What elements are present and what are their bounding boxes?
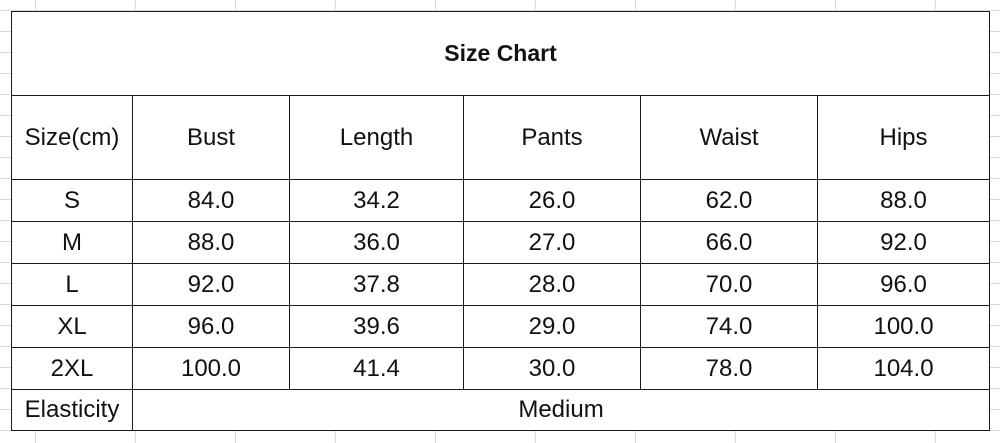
waist-cell: 74.0	[640, 305, 818, 348]
bust-cell: 100.0	[132, 347, 290, 390]
table-title: Size Chart	[10, 11, 991, 96]
table-row: 2XL 100.0 41.4 30.0 78.0 104.0	[11, 347, 991, 390]
header-waist: Waist	[640, 95, 818, 180]
elasticity-row: Elasticity Medium	[11, 389, 991, 431]
size-cell: M	[11, 221, 133, 264]
header-size: Size(cm)	[11, 95, 133, 180]
header-hips: Hips	[816, 95, 991, 180]
bust-cell: 88.0	[132, 221, 290, 264]
waist-cell: 78.0	[640, 347, 818, 390]
table-row: L 92.0 37.8 28.0 70.0 96.0	[11, 263, 991, 306]
length-cell: 39.6	[289, 305, 464, 348]
elasticity-value: Medium	[131, 389, 991, 431]
waist-cell: 62.0	[640, 179, 818, 222]
table-row: M 88.0 36.0 27.0 66.0 92.0	[11, 221, 991, 264]
length-cell: 41.4	[289, 347, 464, 390]
title-row: Size Chart	[10, 11, 991, 96]
waist-cell: 70.0	[640, 263, 818, 306]
hips-cell: 104.0	[816, 347, 991, 390]
size-cell: L	[11, 263, 133, 306]
waist-cell: 66.0	[640, 221, 818, 264]
hips-cell: 96.0	[816, 263, 991, 306]
pants-cell: 29.0	[463, 305, 641, 348]
pants-cell: 27.0	[463, 221, 641, 264]
header-row: Size(cm) Bust Length Pants Waist Hips	[11, 95, 991, 180]
size-cell: 2XL	[11, 347, 133, 390]
length-cell: 37.8	[289, 263, 464, 306]
pants-cell: 26.0	[463, 179, 641, 222]
bust-cell: 84.0	[132, 179, 290, 222]
length-cell: 34.2	[289, 179, 464, 222]
hips-cell: 100.0	[816, 305, 991, 348]
hips-cell: 88.0	[816, 179, 991, 222]
hips-cell: 92.0	[816, 221, 991, 264]
header-bust: Bust	[132, 95, 290, 180]
pants-cell: 30.0	[463, 347, 641, 390]
header-pants: Pants	[463, 95, 641, 180]
bust-cell: 96.0	[132, 305, 290, 348]
table-row: S 84.0 34.2 26.0 62.0 88.0	[11, 179, 991, 222]
size-cell: XL	[11, 305, 133, 348]
table-row: XL 96.0 39.6 29.0 74.0 100.0	[11, 305, 991, 348]
bust-cell: 92.0	[132, 263, 290, 306]
length-cell: 36.0	[289, 221, 464, 264]
elasticity-label: Elasticity	[11, 389, 133, 431]
header-length: Length	[289, 95, 464, 180]
size-chart-table: Size Chart Size(cm) Bust Length Pants Wa…	[10, 11, 991, 431]
pants-cell: 28.0	[463, 263, 641, 306]
size-cell: S	[11, 179, 133, 222]
